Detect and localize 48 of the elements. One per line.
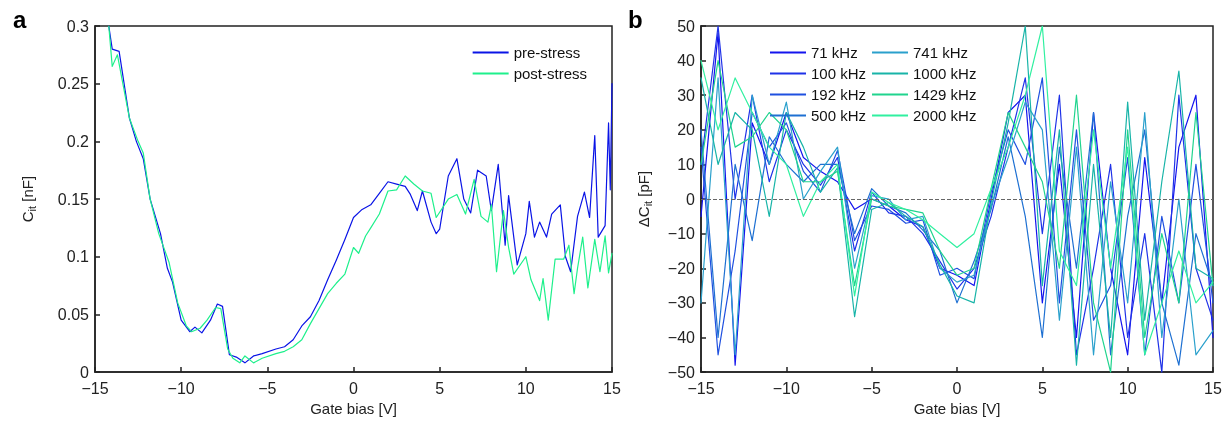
x-tick-label: 5 — [435, 379, 445, 397]
x-tick-label: −10 — [772, 379, 801, 397]
y-tick-label: 0.3 — [66, 17, 90, 35]
legend-label: 100 kHz — [811, 65, 867, 82]
y-tick-label: 20 — [677, 121, 696, 139]
y-tick-label: 50 — [677, 17, 696, 35]
x-tick-label: 0 — [349, 379, 359, 397]
chart-title: b — [628, 5, 643, 33]
x-tick-label: 5 — [1037, 379, 1047, 397]
x-tick-label: −5 — [258, 379, 277, 397]
y-tick-label: 10 — [677, 155, 696, 173]
x-tick-label: 10 — [516, 379, 535, 397]
x-tick-label: −5 — [862, 379, 881, 397]
chart-title: a — [13, 5, 27, 33]
legend-label: 741 kHz — [913, 44, 969, 61]
x-tick-label: −15 — [81, 379, 109, 397]
y-tick-label: −30 — [667, 294, 696, 312]
y-tick-label: 0.05 — [57, 305, 90, 323]
y-axis-title: Cit [nF] — [19, 175, 38, 223]
y-tick-label: −50 — [667, 363, 696, 381]
y-tick-label: 30 — [677, 86, 696, 104]
legend-label: 71 kHz — [811, 44, 858, 61]
x-tick-label: 0 — [952, 379, 962, 397]
legend-label: 192 kHz — [811, 86, 867, 103]
x-axis-title: Gate bias [V] — [310, 400, 397, 417]
y-axis-title: ΔCit [pF] — [635, 170, 654, 228]
y-tick-label: 0 — [686, 190, 696, 208]
y-tick-label: −10 — [667, 225, 696, 243]
legend-label: 500 kHz — [811, 107, 867, 124]
y-tick-label: 40 — [677, 52, 696, 70]
x-tick-label: 15 — [603, 379, 621, 397]
legend-label: 1429 kHz — [913, 86, 977, 103]
x-tick-label: 15 — [1204, 379, 1222, 397]
legend-label: post-stress — [513, 65, 588, 82]
y-tick-label: 0.1 — [66, 248, 90, 266]
x-axis-title: Gate bias [V] — [913, 400, 1001, 417]
x-tick-label: 10 — [1118, 379, 1137, 397]
y-tick-label: 0.2 — [66, 132, 90, 150]
legend-label: 1000 kHz — [913, 65, 977, 82]
x-tick-label: −10 — [167, 379, 195, 397]
y-tick-label: 0 — [80, 363, 90, 381]
legend-label: pre-stress — [513, 44, 581, 61]
y-tick-label: 0.15 — [57, 190, 90, 208]
x-tick-label: −15 — [687, 379, 715, 397]
y-tick-label: 0.25 — [57, 75, 90, 93]
y-tick-label: −40 — [667, 328, 696, 346]
legend-label: 2000 kHz — [913, 107, 977, 124]
y-tick-label: −20 — [667, 259, 696, 277]
